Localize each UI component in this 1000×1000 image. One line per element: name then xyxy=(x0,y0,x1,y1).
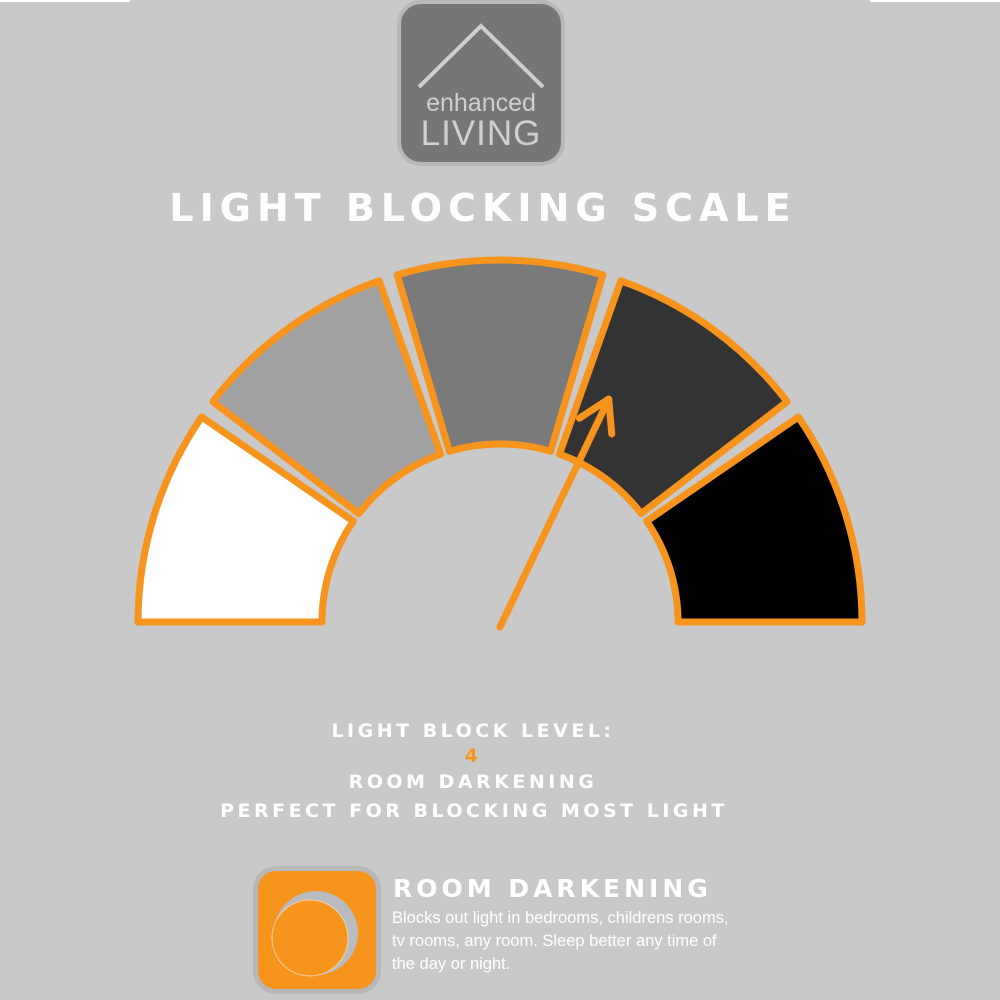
top-edge-left xyxy=(0,0,130,2)
logo-text-line2: LIVING xyxy=(420,114,542,153)
page-title: LIGHT BLOCKING SCALE xyxy=(169,186,797,230)
level-name: ROOM DARKENING xyxy=(348,771,598,793)
logo: enhanced LIVING xyxy=(401,4,561,162)
feature-description: Blocks out light in bedrooms, childrens … xyxy=(392,909,729,973)
level-label: LIGHT BLOCK LEVEL: xyxy=(331,720,615,742)
feature-title: ROOM DARKENING xyxy=(393,874,712,903)
gauge-segment-1 xyxy=(134,413,357,626)
top-edge-right xyxy=(870,0,1000,2)
level-tagline: PERFECT FOR BLOCKING MOST LIGHT xyxy=(220,800,728,822)
gauge-needle xyxy=(496,395,613,631)
gauge-segment-5 xyxy=(643,413,866,626)
level-value: 4 xyxy=(464,745,482,767)
house-roof-icon xyxy=(417,23,545,89)
gauge-segment-3 xyxy=(393,256,607,455)
moon-icon xyxy=(258,871,376,989)
gauge-segment-4 xyxy=(555,277,791,518)
light-blocking-gauge xyxy=(134,256,866,631)
gauge-needle-arrowhead xyxy=(575,395,616,438)
gauge-segment-2 xyxy=(209,277,445,518)
logo-text-line1: enhanced xyxy=(426,89,536,117)
